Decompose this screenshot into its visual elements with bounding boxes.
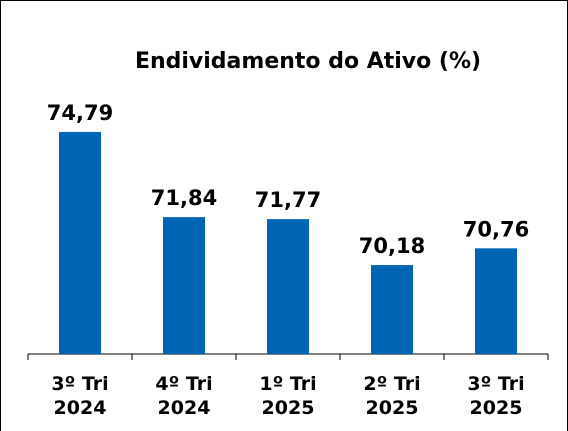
value-label: 71,77 <box>255 188 321 212</box>
value-label: 74,79 <box>47 101 113 125</box>
bar <box>267 219 309 354</box>
bar <box>371 265 413 354</box>
x-tick-label: 2º Tri 2025 <box>363 373 421 419</box>
value-label: 71,84 <box>151 186 217 210</box>
x-tick-label: 4º Tri 2024 <box>155 373 213 419</box>
x-tick-label: 3º Tri 2024 <box>51 373 109 419</box>
chart-title: Endividamento do Ativo (%) <box>135 49 481 74</box>
value-label: 70,76 <box>463 217 529 241</box>
value-label: 70,18 <box>359 234 425 258</box>
x-tick-label: 1º Tri 2025 <box>259 373 317 419</box>
bar <box>475 248 517 354</box>
x-tick-label: 3º Tri 2025 <box>467 373 525 419</box>
bar <box>59 131 101 354</box>
bar <box>163 217 205 354</box>
